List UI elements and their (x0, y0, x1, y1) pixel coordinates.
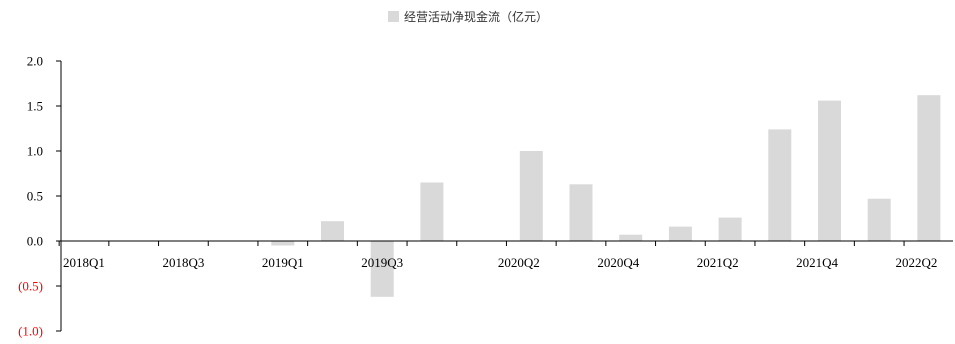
bar-2019Q3 (370, 241, 394, 297)
x-tick-label: 2019Q1 (262, 255, 304, 270)
y-tick-label: 0.5 (27, 189, 43, 204)
bar-2019Q2 (321, 221, 344, 241)
bar-2020Q2 (519, 151, 543, 241)
legend-label: 经营活动净现金流（亿元） (404, 9, 548, 24)
bar-2022Q1 (867, 198, 891, 241)
y-tick-label: (0.5) (18, 279, 43, 294)
y-tick-label: (1.0) (18, 324, 43, 339)
x-tick-label: 2021Q2 (697, 255, 739, 270)
x-tick-label: 2018Q3 (162, 255, 204, 270)
x-tick-label: 2019Q3 (361, 255, 403, 270)
bars (271, 95, 941, 297)
bar-2021Q2 (718, 217, 742, 241)
bar-2022Q2 (917, 95, 941, 241)
y-tick-label: 1.5 (27, 99, 43, 114)
x-tick-label: 2021Q4 (796, 255, 838, 270)
bar-2020Q4 (619, 234, 643, 241)
y-tick-label: 2.0 (27, 54, 43, 69)
x-axis: 2018Q1 2018Q3 2019Q1 2019Q3 2020Q2 2020Q4 2021… (58, 240, 953, 270)
bar-2021Q3 (768, 129, 792, 241)
bar-2021Q1 (668, 226, 692, 241)
x-tick-label: 2018Q1 (63, 255, 105, 270)
bar-2021Q4 (818, 100, 841, 241)
bar-2019Q4 (420, 182, 444, 241)
x-tick-label: 2020Q2 (498, 255, 540, 270)
y-tick-label: 1.0 (27, 144, 43, 159)
chart-legend: 经营活动净现金流（亿元） (388, 9, 548, 24)
x-tick-label: 2020Q4 (597, 255, 639, 270)
bar-2019Q1 (271, 241, 295, 246)
x-tick-label: 2022Q2 (896, 255, 938, 270)
bar-2020Q3 (569, 184, 593, 241)
legend-swatch (388, 11, 399, 22)
y-tick-label: 0.0 (27, 234, 43, 249)
y-axis: 2.0 1.5 1.0 0.5 0.0 (0.5) (1.0) (18, 54, 62, 339)
